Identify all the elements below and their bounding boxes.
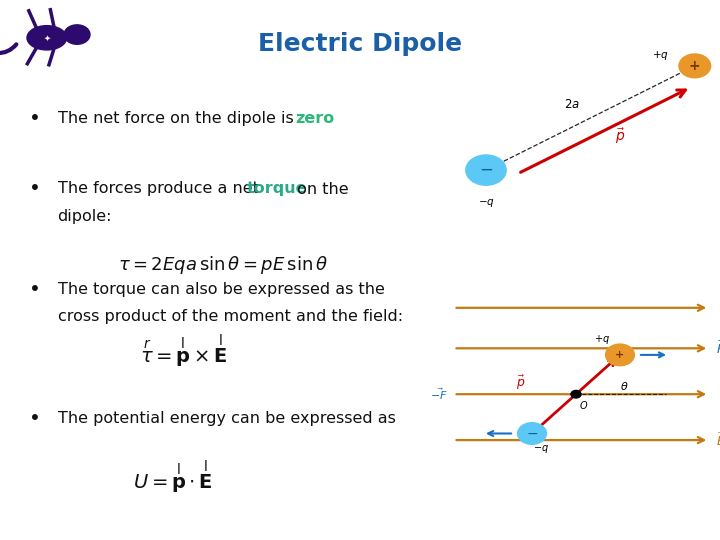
Text: $U = \overset{\mathsf{l}}{\mathbf{p}}\cdot\overset{\mathsf{l}}{\mathbf{E}}$: $U = \overset{\mathsf{l}}{\mathbf{p}}\cd… (133, 460, 212, 496)
Circle shape (466, 155, 506, 185)
Text: Electric Dipole: Electric Dipole (258, 32, 462, 56)
Text: +: + (616, 350, 624, 360)
Text: $\vec{-F}$: $\vec{-F}$ (430, 386, 448, 402)
Text: The torque can also be expressed as the: The torque can also be expressed as the (58, 282, 384, 298)
Text: O: O (580, 401, 587, 411)
Text: cross product of the moment and the field:: cross product of the moment and the fiel… (58, 309, 402, 325)
Text: $+q$: $+q$ (652, 49, 669, 62)
Circle shape (64, 25, 90, 44)
Text: $2a$: $2a$ (564, 98, 580, 111)
Text: −: − (526, 427, 538, 441)
Text: •: • (29, 280, 40, 300)
Text: on the: on the (292, 181, 348, 197)
Text: $\overset{r}{\tau} = \overset{\mathsf{l}}{\mathbf{p}}\times\overset{\mathsf{l}}{: $\overset{r}{\tau} = \overset{\mathsf{l}… (140, 333, 228, 369)
Text: $+q$: $+q$ (594, 333, 610, 346)
Text: $\vec{E}$: $\vec{E}$ (716, 431, 720, 449)
Text: The forces produce a net: The forces produce a net (58, 181, 264, 197)
Text: $\vec{p}$: $\vec{p}$ (615, 126, 626, 146)
Text: torque: torque (247, 181, 307, 197)
Circle shape (606, 344, 634, 366)
Text: •: • (29, 409, 40, 428)
Circle shape (571, 390, 581, 398)
Text: $\theta$: $\theta$ (620, 380, 629, 392)
Text: $\vec{F}$: $\vec{F}$ (716, 340, 720, 357)
Text: The potential energy can be expressed as: The potential energy can be expressed as (58, 411, 395, 426)
Text: The net force on the dipole is: The net force on the dipole is (58, 111, 299, 126)
Text: dipole:: dipole: (58, 208, 112, 224)
Text: +: + (689, 59, 701, 73)
Circle shape (679, 54, 711, 78)
Text: ✦: ✦ (43, 33, 50, 42)
Text: −: − (479, 161, 493, 179)
Text: $\vec{p}$: $\vec{p}$ (516, 373, 526, 392)
FancyArrowPatch shape (0, 44, 17, 53)
Circle shape (518, 423, 546, 444)
Text: $\tau = 2Eqa\,\sin\theta = pE\,\sin\theta$: $\tau = 2Eqa\,\sin\theta = pE\,\sin\thet… (118, 254, 328, 275)
Text: $-q$: $-q$ (533, 443, 549, 455)
Text: •: • (29, 109, 40, 129)
Text: •: • (29, 179, 40, 199)
Text: $-q$: $-q$ (477, 197, 495, 209)
Ellipse shape (27, 25, 67, 50)
Text: zero: zero (295, 111, 335, 126)
